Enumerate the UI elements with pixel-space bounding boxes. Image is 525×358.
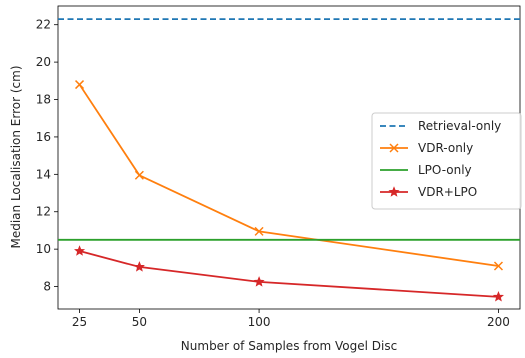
series-layer [58,18,520,302]
y-tick-label: 20 [36,55,51,69]
series-vdr-only [75,80,503,271]
data-point-vdr-only [134,170,144,180]
data-point-vdr-lpo [133,261,145,272]
y-axis-label: Median Localisation Error (cm) [9,65,23,248]
legend-label: VDR-only [418,141,473,155]
legend-marker [388,186,400,197]
data-point-vdr-only [493,261,503,271]
y-tick-label: 22 [36,18,51,32]
legend-label: Retrieval-only [418,119,501,133]
y-tick-label: 12 [36,205,51,219]
legend-item-vdr-only: VDR-only [380,141,473,155]
data-point-vdr-lpo [74,245,86,256]
x-tick-label: 100 [248,315,271,329]
legend-item-vdr-lpo: VDR+LPO [380,185,477,199]
y-tick-label: 10 [36,242,51,256]
data-point-vdr-lpo [253,276,265,287]
series-line-vdr-only [78,84,499,267]
legend-label: LPO-only [418,163,472,177]
x-axis-label: Number of Samples from Vogel Disc [181,339,397,353]
x-tick-label: 25 [72,315,87,329]
y-tick-label: 14 [36,167,51,181]
y-tick-label: 18 [36,93,51,107]
x-axis-ticks: 25 50 100 200 [72,309,510,329]
x-tick-label: 50 [132,315,147,329]
series-vdr-lpo [74,245,504,302]
legend-item-lpo-only: LPO-only [380,163,472,177]
series-line-vdr-lpo [79,250,499,298]
y-axis-ticks: 8 10 12 14 16 18 20 22 [36,18,58,294]
data-point-vdr-only [75,80,85,90]
data-point-vdr-only [254,226,264,236]
legend-label: VDR+LPO [418,185,477,199]
legend-box [371,112,522,210]
legend-marker [389,143,399,153]
x-tick-label: 200 [487,315,510,329]
y-tick-label: 8 [43,280,51,294]
y-tick-label: 16 [36,130,51,144]
data-point-vdr-lpo [492,291,504,302]
legend: Retrieval-only VDR-only LPO-only VDR+LPO [371,112,522,210]
legend-item-retrieval-only: Retrieval-only [380,119,501,133]
